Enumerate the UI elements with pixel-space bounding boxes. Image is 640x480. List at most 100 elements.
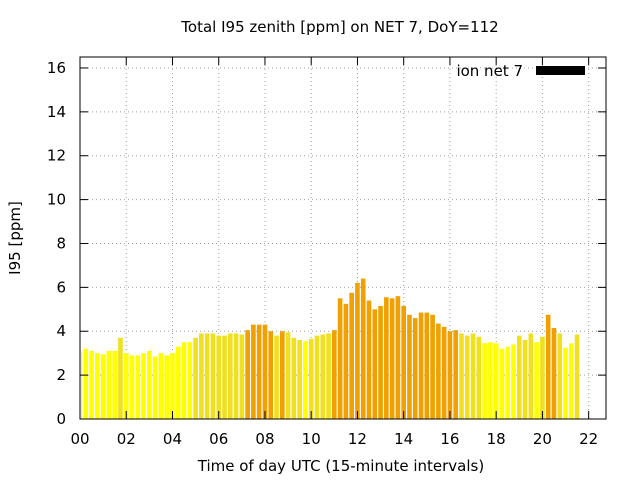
bar	[407, 314, 412, 419]
bar	[470, 333, 476, 419]
legend: ion net 7	[456, 62, 585, 80]
y-tick-label: 14	[47, 103, 66, 121]
x-tick-label: 04	[163, 430, 182, 448]
bar	[135, 355, 141, 419]
bar	[528, 333, 534, 419]
x-tick-labels: 00 02 04 06 08 10 12 14 16 18 20 22	[70, 430, 598, 448]
x-tick-label: 14	[394, 430, 413, 448]
bar	[164, 355, 170, 419]
x-axis-label: Time of day UTC (15-minute intervals)	[197, 457, 484, 475]
y-tick-label: 4	[56, 322, 66, 340]
bar	[574, 334, 580, 419]
x-tick-label: 00	[70, 430, 89, 448]
bar	[488, 342, 493, 419]
bar	[349, 292, 354, 419]
bar	[216, 335, 222, 419]
bar	[389, 298, 395, 419]
bar	[332, 330, 337, 419]
bar	[89, 350, 94, 419]
bar	[106, 350, 112, 419]
bar	[129, 355, 135, 419]
bar	[355, 282, 360, 419]
legend-label: ion net 7	[456, 62, 523, 80]
ticks	[79, 57, 606, 420]
bar	[551, 327, 557, 419]
bar	[112, 350, 117, 419]
bar	[262, 324, 268, 419]
x-tick-label: 16	[440, 430, 459, 448]
bar	[118, 337, 123, 419]
bar	[251, 324, 256, 419]
x-tick-label: 08	[255, 430, 274, 448]
bar	[210, 333, 216, 419]
y-axis-label: I95 [ppm]	[6, 201, 24, 275]
bar	[320, 334, 326, 419]
bar	[152, 356, 158, 419]
bar	[366, 300, 372, 419]
bar	[441, 326, 447, 419]
bar	[360, 278, 366, 419]
bar	[557, 333, 563, 419]
bar	[476, 336, 482, 419]
bar	[239, 334, 245, 419]
bar	[378, 306, 383, 419]
legend-swatch	[536, 66, 585, 75]
y-tick-label: 12	[47, 147, 66, 165]
bar	[412, 318, 418, 419]
bar	[100, 354, 106, 419]
bar	[187, 342, 193, 419]
bar	[401, 306, 407, 419]
bar	[436, 323, 441, 419]
bar	[505, 346, 511, 419]
x-tick-label: 12	[348, 430, 367, 448]
bar	[227, 333, 233, 419]
bar	[279, 331, 285, 419]
chart-title: Total I95 zenith [ppm] on NET 7, DoY=112	[180, 18, 498, 36]
bar	[372, 309, 378, 419]
bar	[464, 335, 470, 419]
x-tick-label: 20	[533, 430, 552, 448]
bar	[384, 297, 389, 419]
y-tick-label: 0	[56, 410, 66, 428]
x-tick-label: 06	[209, 430, 228, 448]
bar	[545, 314, 551, 419]
bar	[326, 333, 331, 419]
bar	[175, 346, 181, 419]
bar	[147, 350, 152, 419]
bars	[81, 278, 580, 419]
bar	[256, 324, 262, 419]
bar	[395, 296, 401, 419]
plot-frame	[79, 56, 607, 420]
bar	[516, 335, 522, 419]
bar	[158, 353, 164, 419]
bar	[314, 335, 320, 419]
bar	[563, 347, 568, 419]
bar	[83, 348, 89, 419]
bar	[95, 353, 100, 419]
bar	[499, 348, 505, 419]
bar	[268, 331, 274, 419]
bar	[522, 340, 528, 419]
bar	[459, 333, 464, 419]
bar	[308, 338, 314, 419]
bar	[418, 312, 424, 419]
bar	[123, 353, 129, 419]
grid	[80, 57, 606, 419]
y-tick-label: 2	[56, 366, 66, 384]
bar	[569, 343, 574, 419]
bar	[447, 331, 453, 419]
x-tick-label: 18	[487, 430, 506, 448]
bar	[291, 337, 297, 419]
y-tick-label: 6	[56, 278, 66, 296]
bar	[430, 314, 435, 419]
bar	[453, 330, 459, 419]
x-tick-label: 22	[579, 430, 598, 448]
y-tick-label: 16	[47, 59, 66, 77]
y-tick-label: 10	[47, 191, 66, 209]
y-tick-labels: 0 2 4 6 8 10 12 14 16	[47, 59, 66, 428]
bar	[303, 341, 308, 419]
bar	[540, 336, 545, 419]
bar	[274, 335, 279, 419]
bar	[81, 350, 83, 419]
